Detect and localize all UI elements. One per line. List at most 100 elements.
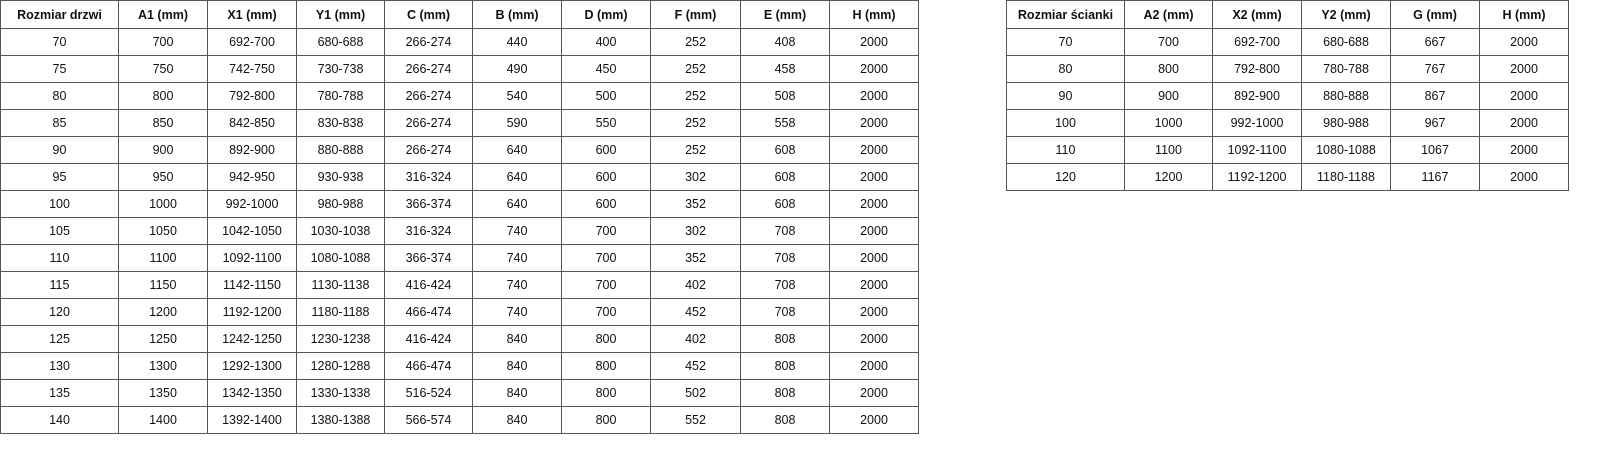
table-cell: 740 [472, 217, 562, 245]
table-cell: 452 [650, 352, 741, 380]
table-cell: 540 [472, 82, 562, 110]
table-cell: 980-988 [1301, 109, 1391, 137]
table-cell: 2000 [829, 136, 919, 164]
table-cell: 1400 [118, 406, 208, 434]
table-cell: 402 [650, 271, 741, 299]
table-cell: 608 [740, 136, 830, 164]
table-cell: 366-374 [384, 244, 473, 272]
column-header: Rozmiar ścianki [1006, 0, 1125, 29]
table-row: 115 1150 1142-1150 1130-1138 416-424 740 700 40… [0, 271, 919, 299]
table-cell: 80 [1006, 55, 1125, 83]
table-cell: 667 [1390, 28, 1480, 56]
table-row: 135 1350 1342-1350 1330-1338 516-524 840 800 50… [0, 379, 919, 407]
table-cell: 608 [740, 163, 830, 191]
table-row: 70 700 692-700 680-688 667 2000 [1006, 28, 1569, 56]
table-cell: 75 [0, 55, 119, 83]
table-cell: 700 [561, 217, 651, 245]
table-cell: 1292-1300 [207, 352, 297, 380]
table-cell: 140 [0, 406, 119, 434]
table-cell: 90 [0, 136, 119, 164]
table-cell: 900 [118, 136, 208, 164]
table-cell: 992-1000 [1212, 109, 1302, 137]
table-cell: 120 [0, 298, 119, 326]
table-header: Rozmiar drzwi A1 (mm) X1 (mm) Y1 (mm) C (mm)… [0, 0, 919, 29]
table-cell: 400 [561, 28, 651, 56]
table-cell: 1180-1188 [296, 298, 385, 326]
door-dimensions-table: Rozmiar drzwi A1 (mm) X1 (mm) Y1 (mm) C (mm)… [0, 0, 919, 434]
table-row: 80 800 792-800 780-788 266-274 540 500 252 508 20… [0, 82, 919, 110]
table-cell: 80 [0, 82, 119, 110]
table-cell: 767 [1390, 55, 1480, 83]
table-cell: 700 [561, 298, 651, 326]
table-cell: 1050 [118, 217, 208, 245]
table-cell: 708 [740, 298, 830, 326]
column-header: F (mm) [650, 0, 741, 29]
table-cell: 590 [472, 109, 562, 137]
table-cell: 680-688 [1301, 28, 1391, 56]
table-cell: 266-274 [384, 55, 473, 83]
table-cell: 600 [561, 190, 651, 218]
table-cell: 800 [561, 352, 651, 380]
table-cell: 2000 [829, 271, 919, 299]
table-cell: 1092-1100 [1212, 136, 1302, 164]
table-row: 80 800 792-800 780-788 767 2000 [1006, 55, 1569, 83]
table-cell: 900 [1124, 82, 1213, 110]
table-cell: 1000 [118, 190, 208, 218]
table-cell: 100 [0, 190, 119, 218]
table-cell: 892-900 [1212, 82, 1302, 110]
table-row: 105 1050 1042-1050 1030-1038 316-324 740 700 30… [0, 217, 919, 245]
table-cell: 2000 [829, 244, 919, 272]
table-cell: 352 [650, 190, 741, 218]
column-header: C (mm) [384, 0, 473, 29]
table-cell: 366-374 [384, 190, 473, 218]
table-cell: 2000 [829, 406, 919, 434]
table-cell: 500 [561, 82, 651, 110]
column-header: B (mm) [472, 0, 562, 29]
table-cell: 880-888 [1301, 82, 1391, 110]
table-cell: 135 [0, 379, 119, 407]
table-cell: 2000 [829, 325, 919, 353]
table-cell: 840 [472, 352, 562, 380]
table-cell: 640 [472, 163, 562, 191]
table-cell: 740 [472, 298, 562, 326]
table-cell: 416-424 [384, 271, 473, 299]
table-cell: 70 [1006, 28, 1125, 56]
table-cell: 2000 [829, 55, 919, 83]
table-cell: 800 [561, 379, 651, 407]
table-cell: 452 [650, 298, 741, 326]
table-cell: 252 [650, 136, 741, 164]
table-cell: 1000 [1124, 109, 1213, 137]
table-cell: 1130-1138 [296, 271, 385, 299]
table-cell: 2000 [829, 379, 919, 407]
table-cell: 1242-1250 [207, 325, 297, 353]
table-row: 90 900 892-900 880-888 266-274 640 600 252 608 20… [0, 136, 919, 164]
table-cell: 266-274 [384, 28, 473, 56]
table-cell: 950 [118, 163, 208, 191]
table-cell: 808 [740, 379, 830, 407]
table-cell: 1167 [1390, 163, 1480, 191]
table-cell: 1392-1400 [207, 406, 297, 434]
table-cell: 2000 [1479, 136, 1569, 164]
table-cell: 792-800 [1212, 55, 1302, 83]
table-cell: 2000 [1479, 82, 1569, 110]
table-cell: 2000 [1479, 109, 1569, 137]
table-cell: 1030-1038 [296, 217, 385, 245]
table-cell: 1230-1238 [296, 325, 385, 353]
table-cell: 608 [740, 190, 830, 218]
table-cell: 800 [118, 82, 208, 110]
table-cell: 2000 [829, 28, 919, 56]
table-cell: 70 [0, 28, 119, 56]
table-cell: 252 [650, 28, 741, 56]
table-cell: 692-700 [207, 28, 297, 56]
table-cell: 1080-1088 [296, 244, 385, 272]
table-cell: 1350 [118, 379, 208, 407]
table-cell: 2000 [829, 217, 919, 245]
table-cell: 692-700 [1212, 28, 1302, 56]
table-cell: 252 [650, 82, 741, 110]
table-cell: 1142-1150 [207, 271, 297, 299]
table-cell: 352 [650, 244, 741, 272]
table-cell: 558 [740, 109, 830, 137]
table-cell: 842-850 [207, 109, 297, 137]
table-row: 130 1300 1292-1300 1280-1288 466-474 840 800 45… [0, 352, 919, 380]
column-header: X2 (mm) [1212, 0, 1302, 29]
